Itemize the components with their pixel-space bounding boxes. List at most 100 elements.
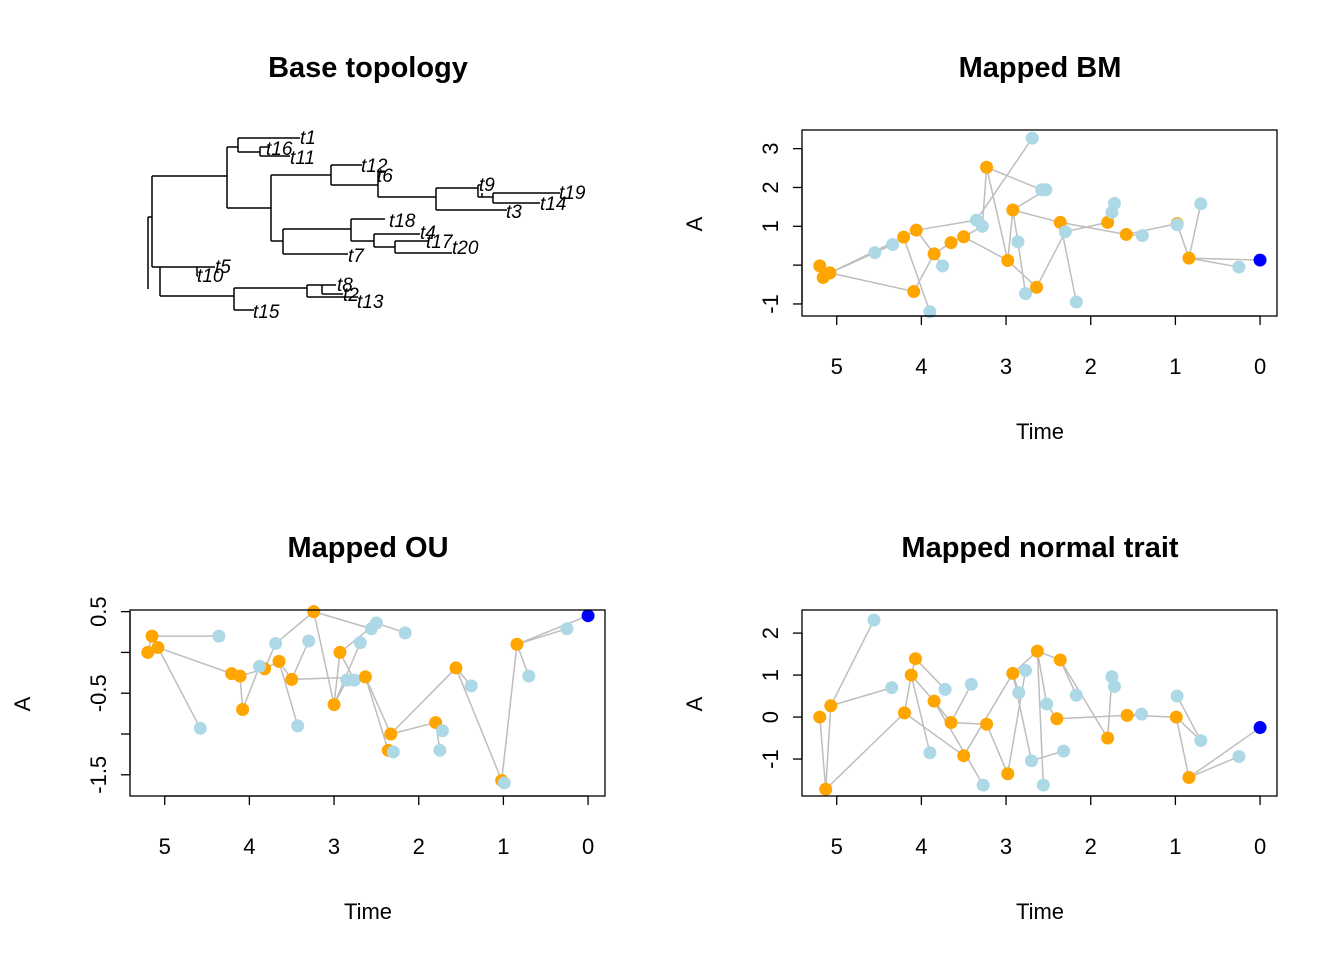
normal-point xyxy=(957,749,971,763)
bm-point xyxy=(975,219,989,233)
bm-x-tick-label: 3 xyxy=(1000,354,1012,379)
bm-title: Mapped BM xyxy=(959,52,1122,84)
normal-y-tick-label: 0 xyxy=(758,711,783,723)
ou-point xyxy=(347,673,361,687)
bm-point xyxy=(1025,131,1039,145)
normal-edge xyxy=(1127,714,1177,718)
ou-point xyxy=(285,672,299,686)
normal-point xyxy=(927,694,941,708)
ou-edge xyxy=(275,611,315,645)
normal-point xyxy=(1001,767,1015,781)
normal-point xyxy=(1253,721,1267,735)
ou-point xyxy=(212,629,226,643)
ou-edge xyxy=(278,661,299,727)
ou-edge xyxy=(241,666,261,710)
ou-point xyxy=(253,659,267,673)
ou-edge xyxy=(455,667,503,781)
normal-point xyxy=(1030,644,1044,658)
normal-point xyxy=(938,682,952,696)
normal-point xyxy=(904,668,918,682)
tree-tip-label: t15 xyxy=(253,302,280,323)
ou-edge xyxy=(364,676,389,751)
ou-point xyxy=(358,670,372,684)
tree-tip-label: t2 xyxy=(343,285,359,306)
ou-y-tick-label: -1.5 xyxy=(86,756,111,794)
ou-point xyxy=(384,727,398,741)
bm-edge xyxy=(986,166,1042,191)
ou-edge xyxy=(500,644,518,781)
normal-edge xyxy=(1176,695,1202,741)
bm-point xyxy=(813,259,827,273)
bm-edge xyxy=(829,272,914,293)
bm-y-axis: 3 2 1 -1 xyxy=(758,143,803,314)
ou-y-axis: 0.5 -0.5 -1.5 xyxy=(86,596,131,794)
ou-point xyxy=(193,721,207,735)
normal-point xyxy=(1036,778,1050,792)
normal-point xyxy=(885,681,899,695)
ou-point xyxy=(151,641,165,655)
bm-y-tick-label: 3 xyxy=(758,143,783,155)
bm-edge xyxy=(916,219,977,231)
normal-title: Mapped normal trait xyxy=(901,532,1178,564)
tree-tip-label: t4 xyxy=(420,223,436,244)
bm-point xyxy=(868,246,882,260)
ou-xlabel: Time xyxy=(344,899,392,924)
bm-point xyxy=(927,247,941,261)
normal-edge xyxy=(1188,755,1240,779)
ou-ylabel: A xyxy=(10,696,35,711)
normal-edge xyxy=(819,717,827,790)
bm-x-tick-label: 5 xyxy=(831,354,843,379)
tree-tip-label: t10 xyxy=(197,266,224,287)
ou-x-tick-label: 4 xyxy=(243,834,255,859)
tree-tip-label: t3 xyxy=(506,202,522,223)
ou-point xyxy=(327,698,341,712)
bm-xlabel: Time xyxy=(1016,419,1064,444)
normal-edge xyxy=(1175,716,1190,778)
bm-point xyxy=(1001,253,1015,267)
ou-plot-box xyxy=(129,609,606,797)
normal-point xyxy=(1024,754,1038,768)
tree-tip-label: t5 xyxy=(215,257,231,278)
ou-point xyxy=(435,724,449,738)
bm-point xyxy=(1069,295,1083,309)
normal-point xyxy=(1101,731,1115,745)
normal-ylabel: A xyxy=(682,696,707,711)
ou-point xyxy=(510,637,524,651)
ou-point xyxy=(433,743,447,757)
normal-y-tick-label: -1 xyxy=(758,749,783,769)
ou-y-tick-label: 0.5 xyxy=(86,596,111,627)
normal-point xyxy=(1040,697,1054,711)
tree-tip-label: t14 xyxy=(540,194,566,215)
tree-tip-label: t17 xyxy=(426,232,454,253)
bm-edge xyxy=(902,236,931,312)
normal-point xyxy=(923,746,937,760)
normal-edge xyxy=(910,674,931,753)
tree-tip-label: t13 xyxy=(357,292,384,313)
tree-tip-label: t20 xyxy=(452,238,479,259)
ou-edge xyxy=(390,721,436,735)
bm-point xyxy=(980,160,994,174)
bm-point xyxy=(1030,280,1044,294)
ou-x-tick-label: 5 xyxy=(159,834,171,859)
ou-edge xyxy=(516,615,589,645)
bm-point xyxy=(909,223,923,237)
bm-x-tick-label: 2 xyxy=(1085,354,1097,379)
bm-point xyxy=(1101,215,1115,229)
normal-point xyxy=(867,613,881,627)
bm-point xyxy=(936,259,950,273)
normal-edge xyxy=(824,705,832,790)
normal-x-tick-label: 4 xyxy=(915,834,927,859)
normal-point xyxy=(1057,744,1071,758)
bm-x-tick-label: 0 xyxy=(1254,354,1266,379)
ou-point xyxy=(398,626,412,640)
normal-edge xyxy=(830,619,875,707)
bm-point xyxy=(897,230,911,244)
normal-point xyxy=(964,677,978,691)
normal-panel: Mapped normal trait Time A 5 4 3 2 1 0 2 1 0 -1 xyxy=(682,532,1278,924)
tree-tip-label: t12 xyxy=(361,156,388,177)
normal-point xyxy=(1232,750,1246,764)
normal-plot-box xyxy=(801,609,1278,797)
ou-point xyxy=(581,609,595,623)
normal-edge xyxy=(1059,659,1109,739)
